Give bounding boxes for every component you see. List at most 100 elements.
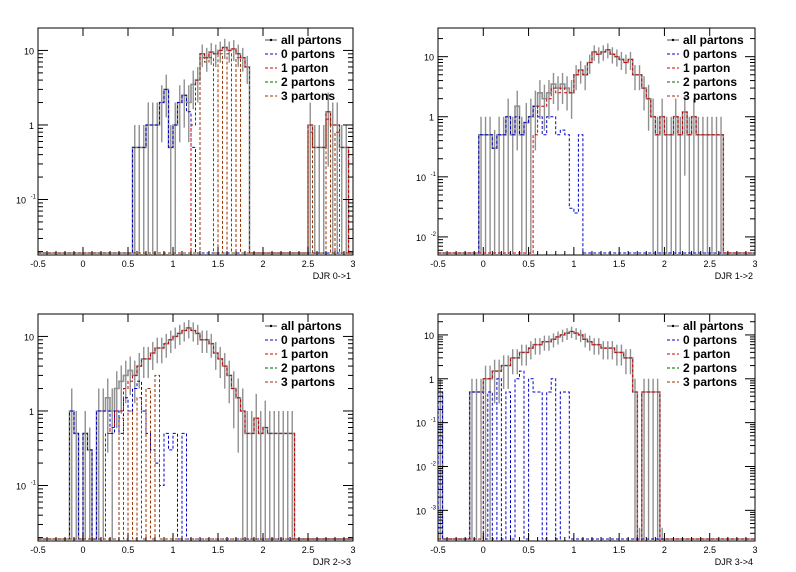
y-tick-label: 1 xyxy=(29,407,34,417)
x-tick-label: 2 xyxy=(260,545,265,555)
x-tick-label: 1 xyxy=(170,259,175,269)
x-tick-label: 3 xyxy=(350,259,355,269)
chart-panel-4: -0.5 0 0.5 1 1.5 2 2.5 3 DJR 3->4 10 -3 10 -2 10 -1 1 10… xyxy=(416,313,758,567)
x-tick-label: -0.5 xyxy=(430,545,446,555)
legend-label: 3 partons xyxy=(281,375,335,389)
series-1-parton xyxy=(438,49,755,254)
x-tick-label: 2 xyxy=(662,259,667,269)
legend-label: 2 partons xyxy=(683,361,737,375)
y-tick-exponent: -1 xyxy=(431,172,437,178)
legend-label: all partons xyxy=(281,33,342,47)
x-tick-label: 3 xyxy=(752,545,757,555)
series-all-partons xyxy=(438,43,755,255)
legend-label: 0 partons xyxy=(683,333,737,347)
y-tick-label: 10 xyxy=(16,195,26,205)
series-line xyxy=(438,105,755,254)
legend-marker xyxy=(671,324,675,328)
data-layer xyxy=(438,326,755,541)
data-layer xyxy=(38,320,353,541)
y-tick-label: 1 xyxy=(429,113,434,123)
legend-label: all partons xyxy=(683,33,744,47)
series-line xyxy=(38,327,353,540)
x-tick-label: 2.5 xyxy=(703,545,716,555)
y-tick-label: 1 xyxy=(429,375,434,385)
series-0-partons xyxy=(38,380,353,540)
legend-marker xyxy=(269,38,273,42)
y-tick-exponent: -1 xyxy=(431,418,437,424)
x-tick-label: 1.5 xyxy=(613,259,626,269)
x-tick-label: -0.5 xyxy=(30,259,46,269)
x-tick-label: 2.5 xyxy=(302,545,315,555)
series-0-partons xyxy=(438,370,755,540)
x-tick-label: 3 xyxy=(350,545,355,555)
x-tick-label: -0.5 xyxy=(30,545,46,555)
y-tick-label: 10 xyxy=(424,53,434,63)
y-tick-label: 10 xyxy=(24,332,34,342)
series-line xyxy=(38,53,353,254)
y-tick-exponent: -1 xyxy=(31,480,37,486)
series-1-parton xyxy=(38,327,353,540)
y-tick-label: 1 xyxy=(29,121,34,131)
plot-frame xyxy=(437,27,756,256)
series-line xyxy=(38,88,353,254)
legend-label: 3 partons xyxy=(683,375,737,389)
series-1-parton xyxy=(438,331,755,541)
series-1-parton xyxy=(38,46,353,254)
series-line xyxy=(438,49,755,254)
legend-label: 0 partons xyxy=(281,47,335,61)
x-tick-label: 0.5 xyxy=(122,259,135,269)
legend-label: 1 parton xyxy=(281,347,328,361)
x-tick-label: 1.5 xyxy=(212,545,225,555)
series-line xyxy=(438,370,755,540)
series-line xyxy=(38,374,353,540)
data-layer xyxy=(38,38,353,255)
y-tick-exponent: -2 xyxy=(431,232,437,238)
x-tick-label: 1 xyxy=(170,545,175,555)
x-tick-label: 0 xyxy=(481,545,486,555)
x-tick-label: 2.5 xyxy=(302,259,315,269)
y-tick-label: 10 xyxy=(416,506,426,516)
x-tick-label: 1.5 xyxy=(212,259,225,269)
legend-marker xyxy=(671,38,675,42)
y-tick-label: 10 xyxy=(424,331,434,341)
y-tick-label: 10 xyxy=(24,46,34,56)
data-layer xyxy=(438,43,755,255)
series-all-partons xyxy=(38,38,353,255)
legend-label: 1 parton xyxy=(281,61,328,75)
y-tick-label: 10 xyxy=(416,462,426,472)
series-0-partons xyxy=(438,105,755,254)
y-tick-exponent: -2 xyxy=(431,461,437,467)
x-tick-label: 2.5 xyxy=(703,259,716,269)
series-line xyxy=(438,49,755,254)
chart-panel-3: -0.5 0 0.5 1 1.5 2 2.5 3 DJR 2->3 10 -1 1 10 all part… xyxy=(16,313,356,567)
legend-label: 2 partons xyxy=(683,75,737,89)
y-tick-exponent: -1 xyxy=(31,194,37,200)
series-line xyxy=(38,380,353,540)
legend-label: all partons xyxy=(683,319,744,333)
chart-panel-1: -0.5 0 0.5 1 1.5 2 2.5 3 DJR 0->1 10 -1 1 10 all part… xyxy=(16,27,356,281)
y-tick-label: 10 xyxy=(416,233,426,243)
x-tick-label: -0.5 xyxy=(430,259,446,269)
legend-label: 3 partons xyxy=(281,89,335,103)
x-axis-label: DJR 1->2 xyxy=(715,271,753,281)
legend-label: 1 parton xyxy=(683,61,730,75)
series-3-partons xyxy=(38,53,353,254)
x-tick-label: 0.5 xyxy=(522,545,535,555)
x-axis-label: DJR 3->4 xyxy=(715,557,753,567)
x-tick-label: 0.5 xyxy=(522,259,535,269)
x-axis-label: DJR 2->3 xyxy=(313,557,351,567)
x-axis-label: DJR 0->1 xyxy=(313,271,351,281)
x-tick-label: 3 xyxy=(752,259,757,269)
series-0-partons xyxy=(38,88,353,254)
x-tick-label: 2 xyxy=(662,545,667,555)
x-tick-label: 0.5 xyxy=(122,545,135,555)
legend-label: 2 partons xyxy=(281,361,335,375)
legend-label: 3 partons xyxy=(683,89,737,103)
y-tick-label: 10 xyxy=(416,173,426,183)
